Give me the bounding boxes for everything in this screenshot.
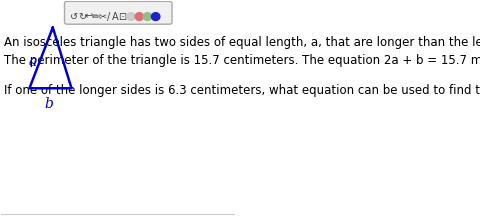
Text: ✏: ✏ [92, 12, 100, 22]
Text: ↩: ↩ [85, 12, 93, 22]
Text: ↺: ↺ [70, 12, 78, 22]
Text: ✂: ✂ [99, 12, 107, 22]
Text: A: A [112, 12, 119, 22]
Text: b: b [45, 97, 54, 111]
Text: If one of the longer sides is 6.3 centimeters, what equation can be used to find: If one of the longer sides is 6.3 centim… [4, 84, 480, 97]
Circle shape [152, 13, 160, 20]
Circle shape [144, 13, 152, 20]
Circle shape [135, 13, 144, 20]
Text: The perimeter of the triangle is 15.7 centimeters. The equation 2a + b = 15.7 mo: The perimeter of the triangle is 15.7 ce… [4, 53, 480, 66]
Circle shape [127, 13, 135, 20]
Text: a: a [29, 55, 37, 69]
Text: ⊡: ⊡ [118, 12, 126, 22]
FancyBboxPatch shape [64, 1, 172, 24]
Text: An isosceles triangle has two sides of equal length, a, that are longer than the: An isosceles triangle has two sides of e… [4, 36, 480, 49]
Text: ↻: ↻ [78, 12, 86, 22]
Text: /: / [108, 12, 110, 22]
